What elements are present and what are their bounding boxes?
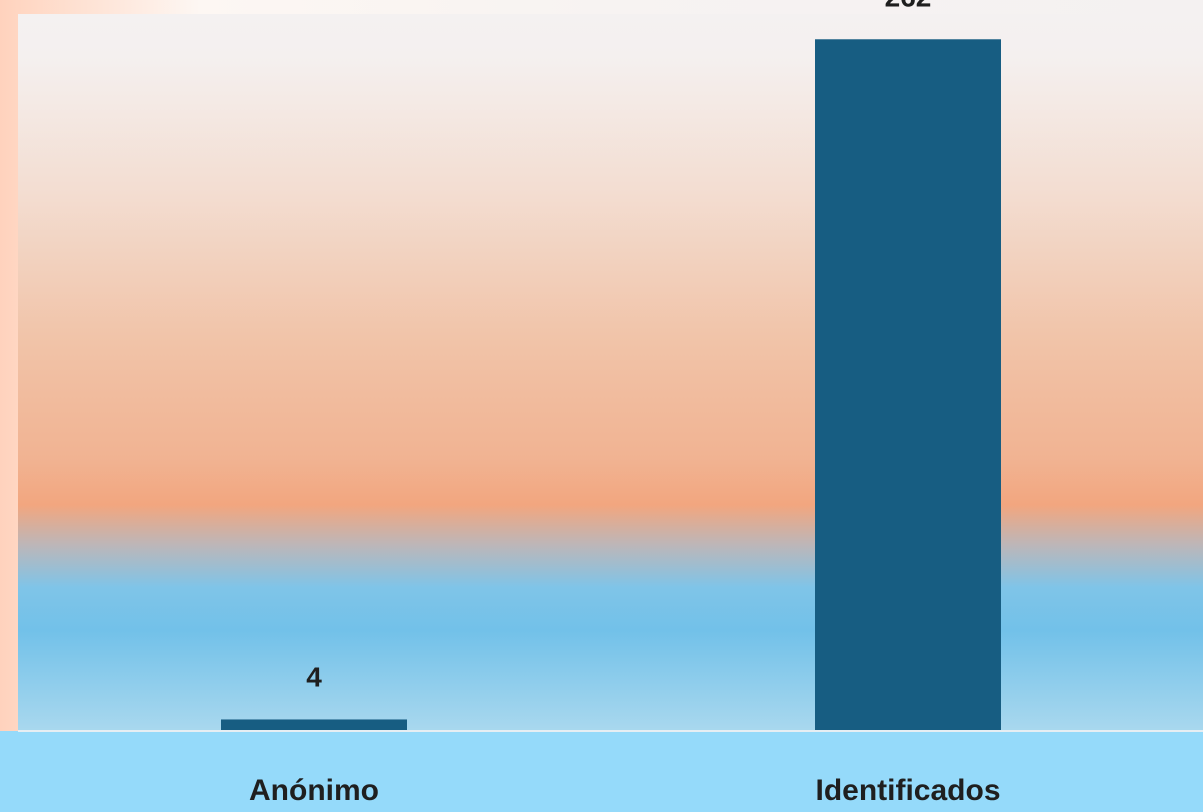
category-label-identificados: Identificados xyxy=(815,774,1000,807)
category-label-anonimo: Anónimo xyxy=(249,774,379,807)
value-label-identificados: 262 xyxy=(885,0,932,12)
bar-identificados xyxy=(815,39,1001,731)
value-label-anonimo: 4 xyxy=(306,661,322,692)
plot-area xyxy=(18,14,1203,731)
bar-anonimo xyxy=(221,719,407,730)
lower-band xyxy=(0,731,1203,812)
